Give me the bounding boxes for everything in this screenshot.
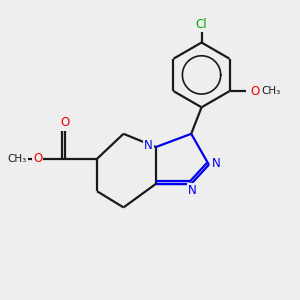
- Text: CH₃: CH₃: [262, 86, 281, 96]
- Text: Cl: Cl: [196, 18, 207, 32]
- Text: N: N: [212, 157, 220, 170]
- Text: N: N: [144, 139, 153, 152]
- Text: O: O: [250, 85, 259, 98]
- Text: O: O: [60, 116, 69, 128]
- Text: N: N: [188, 184, 197, 197]
- Text: CH₃: CH₃: [8, 154, 27, 164]
- Text: O: O: [33, 152, 42, 165]
